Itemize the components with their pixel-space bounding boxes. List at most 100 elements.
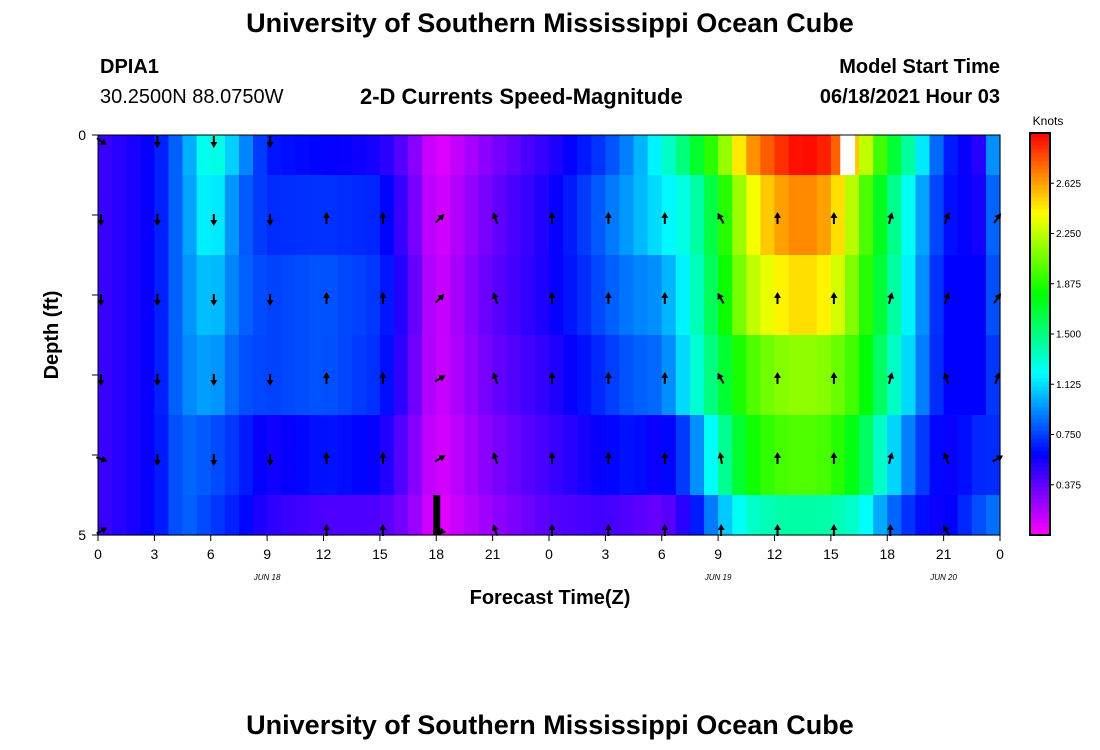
heatmap-cell [478, 495, 494, 536]
heatmap-cell [393, 175, 409, 256]
heatmap-cell [379, 135, 395, 176]
heatmap-cell [563, 415, 578, 496]
heatmap-cell [534, 415, 550, 496]
current-arrow [548, 212, 556, 224]
current-arrow [774, 292, 781, 304]
heatmap-cell [323, 255, 339, 336]
heatmap-cell [393, 495, 409, 536]
current-arrow [97, 294, 105, 306]
colorbar: 0.375 0.750 1.125 1.500 1.875 2.250 2.625 Knots [1029, 114, 1081, 536]
heatmap-cell [591, 135, 606, 176]
colorbar-segment [1030, 265, 1050, 271]
heatmap-cell [267, 495, 282, 536]
colorbar-segment [1030, 325, 1050, 331]
colorbar-segment [1030, 233, 1050, 239]
heatmap-cell [464, 135, 480, 176]
chart-subtitle: 2-D Currents Speed-Magnitude [360, 84, 683, 109]
colorbar-tick-label: 0.375 [1056, 480, 1081, 491]
colorbar-segment [1030, 474, 1050, 480]
heatmap-cell [915, 495, 931, 536]
heatmap-cell [210, 415, 226, 496]
current-arrow [717, 372, 725, 384]
heatmap-cell [534, 335, 550, 416]
heatmap-cell [168, 175, 184, 256]
colorbar-segment [1030, 173, 1050, 178]
colorbar-segment [1030, 133, 1050, 138]
colorbar-segment [1030, 450, 1050, 456]
heatmap-cell [140, 135, 155, 176]
heatmap-cell [281, 255, 296, 336]
colorbar-segment [1030, 141, 1050, 146]
heatmap-cell [943, 175, 959, 256]
heatmap-cell [478, 415, 494, 496]
heatmap-cell [154, 255, 170, 336]
heatmap-cell [563, 335, 578, 416]
heatmap-cell [844, 255, 860, 336]
heatmap-cell [520, 255, 536, 336]
heatmap-cell [365, 495, 381, 536]
heatmap-cell [563, 175, 578, 256]
heatmap-cell [534, 495, 550, 536]
colorbar-segment [1030, 370, 1050, 375]
heatmap-cell [929, 175, 945, 256]
current-arrow [604, 212, 612, 224]
station-id: DPIA1 [100, 56, 159, 78]
heatmap-cell [563, 495, 578, 536]
heatmap-cell [408, 415, 423, 496]
heatmap-cell [112, 495, 127, 536]
heatmap-cell [365, 135, 381, 176]
heatmap-cell [436, 335, 451, 416]
chart-title: University of Southern Mississippi Ocean… [246, 8, 854, 38]
heatmap-cell [915, 335, 931, 416]
heatmap-cell [675, 335, 691, 416]
x-tick-label: 18 [879, 546, 895, 562]
heatmap-cell [337, 495, 353, 536]
heatmap-cell [830, 175, 846, 256]
heatmap-cell [464, 415, 480, 496]
heatmap-cell [647, 255, 663, 336]
heatmap-cell [816, 135, 832, 176]
heatmap-cell [844, 415, 860, 496]
heatmap-layer [98, 135, 1001, 536]
colorbar-segment [1030, 446, 1050, 452]
colorbar-segment [1030, 362, 1050, 367]
heatmap-cell [253, 255, 268, 336]
missing-data-cell [840, 135, 856, 175]
current-arrow [491, 524, 499, 537]
colorbar-segment [1030, 506, 1050, 512]
heatmap-cell [534, 255, 550, 336]
current-arrow [210, 454, 218, 466]
colorbar-segment [1030, 386, 1050, 391]
heatmap-cell [647, 335, 663, 416]
heatmap-cell [859, 255, 874, 336]
heatmap-cell [549, 255, 564, 336]
data-marker-bar [433, 495, 441, 535]
heatmap-cell [98, 135, 113, 176]
heatmap-cell [379, 255, 395, 336]
heatmap-cell [168, 495, 184, 536]
colorbar-segment [1030, 358, 1050, 363]
heatmap-cell [619, 335, 635, 416]
heatmap-cell [619, 175, 635, 256]
heatmap-cell [591, 335, 606, 416]
colorbar-segment [1030, 269, 1050, 275]
heatmap-cell [901, 175, 917, 256]
colorbar-segment [1030, 394, 1050, 399]
heatmap-cell [830, 255, 846, 336]
heatmap-cell [661, 335, 677, 416]
current-arrow [774, 372, 781, 384]
heatmap-cell [887, 255, 902, 336]
heatmap-cell [633, 255, 649, 336]
current-arrow [266, 214, 274, 226]
heatmap-cell [422, 175, 437, 256]
heatmap-cell [985, 175, 1001, 256]
colorbar-segment [1030, 346, 1050, 351]
heatmap-cell [379, 175, 395, 256]
colorbar-segment [1030, 285, 1050, 291]
heatmap-cell [549, 415, 564, 496]
current-arrow [97, 214, 105, 226]
heatmap-cell [844, 175, 860, 256]
colorbar-segment [1030, 301, 1050, 307]
heatmap-cell [408, 335, 423, 416]
heatmap-cell [675, 255, 691, 336]
